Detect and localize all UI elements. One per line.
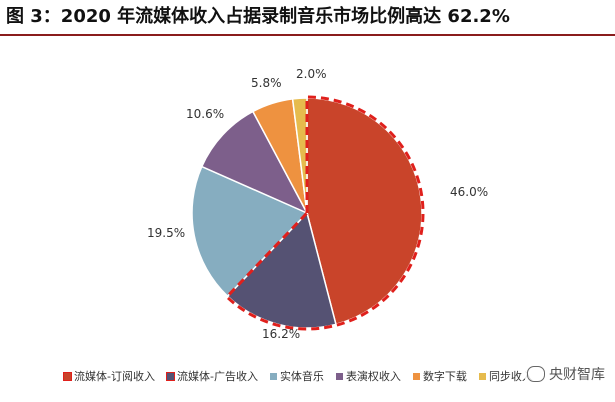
legend-swatch	[63, 371, 72, 381]
slice-value-label: 10.6%	[186, 107, 224, 121]
legend-swatch	[335, 372, 343, 380]
slice-value-label: 19.5%	[147, 226, 185, 240]
legend-swatch	[412, 372, 420, 380]
legend-item: 实体音乐	[269, 368, 324, 384]
legend-item: 同步收入	[478, 368, 533, 384]
chart-title: 图 3：2020 年流媒体收入占据录制音乐市场比例高达 62.2%	[6, 6, 510, 27]
slice-value-label: 46.0%	[450, 185, 488, 199]
legend-item: 流媒体-订阅收入	[63, 368, 155, 384]
pie-slice	[191, 165, 309, 298]
legend-label: 流媒体-订阅收入	[74, 370, 155, 383]
title-rule	[0, 34, 615, 36]
legend-item: 表演权收入	[335, 368, 401, 384]
legend-item: 流媒体-广告收入	[165, 368, 258, 384]
slice-value-label: 16.2%	[262, 327, 300, 341]
watermark: 央财智库	[525, 364, 607, 384]
legend-label: 同步收入	[488, 370, 533, 383]
slice-value-label: 2.0%	[296, 67, 327, 81]
wechat-icon	[527, 366, 545, 382]
legend-swatch	[165, 371, 175, 381]
watermark-text: 央财智库	[549, 367, 605, 383]
legend-label: 数字下载	[422, 370, 467, 383]
streaming-highlight-border	[224, 95, 425, 331]
legend-label: 实体音乐	[279, 370, 324, 383]
legend-swatch	[478, 372, 486, 380]
pie-slice	[291, 97, 308, 214]
slice-value-label: 5.8%	[251, 76, 282, 90]
chart-legend: 流媒体-订阅收入 流媒体-广告收入 实体音乐 表演权收入 数字下载 同步收入	[63, 368, 611, 384]
legend-label: 流媒体-广告收入	[176, 370, 258, 383]
legend-label: 表演权收入	[345, 370, 401, 383]
legend-item: 数字下载	[412, 368, 467, 384]
legend-swatch	[269, 372, 277, 380]
pie-slice	[200, 110, 309, 215]
